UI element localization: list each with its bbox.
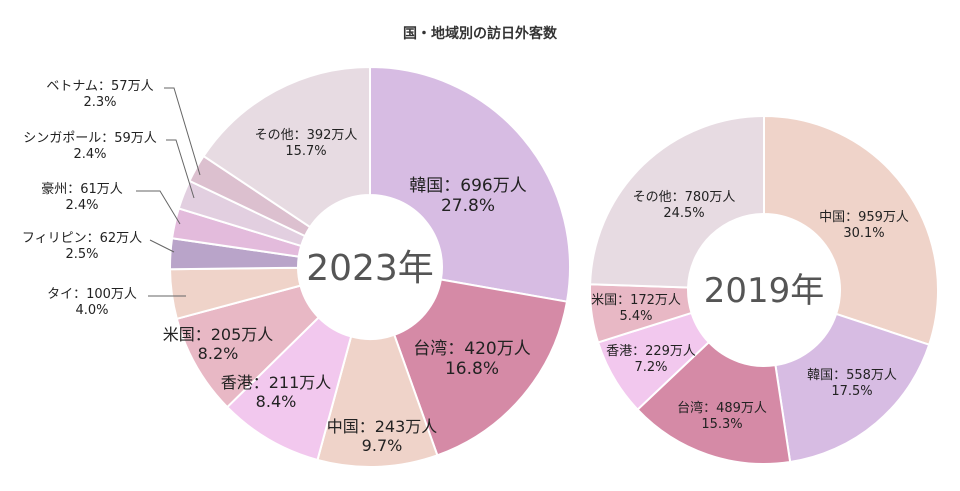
slice-label-percent: 2.4% xyxy=(73,147,106,162)
slice-label-name: 台湾：489万人 xyxy=(677,400,767,416)
slice-label-name: 米国：172万人 xyxy=(591,293,681,308)
chart-title: 国・地域別の訪日外客数 xyxy=(403,25,558,42)
slice-label-name: 豪州：61万人 xyxy=(41,181,123,197)
slice-2023-0 xyxy=(369,65,571,303)
slice-label-name: 台湾：420万人 xyxy=(413,339,530,359)
slice-label-name: シンガポール：59万人 xyxy=(23,131,157,146)
slice-2019-5 xyxy=(589,114,765,289)
slice-label-percent: 5.4% xyxy=(619,309,652,324)
slice-label-percent: 2.5% xyxy=(65,247,98,262)
slice-label-name: 韓国：696万人 xyxy=(409,176,526,196)
donut-hole xyxy=(688,214,840,366)
slice-label-name: 中国：959万人 xyxy=(819,210,909,225)
slice-label-name: タイ：100万人 xyxy=(47,287,137,302)
slice-label-percent: 30.1% xyxy=(843,226,884,241)
slice-label-percent: 2.3% xyxy=(83,95,116,110)
slice-label-percent: 15.7% xyxy=(285,144,326,159)
slice-label-percent: 2.4% xyxy=(65,198,98,213)
slice-label-percent: 4.0% xyxy=(75,303,108,318)
slice-label-percent: 8.4% xyxy=(256,392,297,411)
slice-label-name: 香港：211万人 xyxy=(221,373,332,392)
slice-label-name: 香港：229万人 xyxy=(606,344,696,359)
slice-label-percent: 27.8% xyxy=(441,196,495,216)
slice-label-name: フィリピン：62万人 xyxy=(22,231,142,246)
slice-label-name: 米国：205万人 xyxy=(163,325,274,344)
slice-label-percent: 16.8% xyxy=(445,359,499,379)
leader-line xyxy=(166,139,195,199)
leader-line xyxy=(164,87,201,176)
slice-label-name: その他：780万人 xyxy=(633,190,736,205)
slice-label-name: ベトナム：57万人 xyxy=(46,79,153,94)
slice-label-name: 中国：243万人 xyxy=(327,417,438,436)
slice-label-name: 韓国：558万人 xyxy=(807,368,897,383)
slice-label-percent: 8.2% xyxy=(198,344,239,363)
slice-label-percent: 15.3% xyxy=(701,417,742,432)
slice-label-percent: 17.5% xyxy=(831,384,872,399)
leader-line xyxy=(136,190,181,225)
slice-label-percent: 7.2% xyxy=(634,360,667,375)
slice-label-percent: 24.5% xyxy=(663,206,704,221)
leader-line xyxy=(149,239,175,253)
slice-label-percent: 9.7% xyxy=(362,436,403,455)
center-year-label: 2023年 xyxy=(306,248,434,289)
center-year-label: 2019年 xyxy=(704,271,825,311)
slice-label-name: その他：392万人 xyxy=(255,128,358,143)
donut-hole xyxy=(298,195,442,339)
